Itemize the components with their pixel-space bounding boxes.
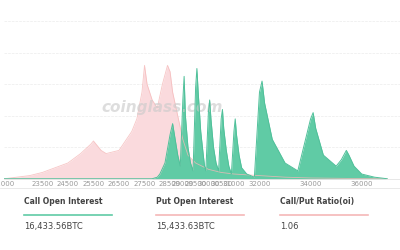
Text: Call/Put Ratio(oi): Call/Put Ratio(oi) bbox=[280, 197, 354, 206]
Text: 15,433.63BTC: 15,433.63BTC bbox=[156, 222, 215, 231]
Text: 1.06: 1.06 bbox=[280, 222, 298, 231]
Text: Put Open Interest: Put Open Interest bbox=[156, 197, 233, 206]
Text: 16,433.56BTC: 16,433.56BTC bbox=[24, 222, 83, 231]
Legend: Call Open Interest, Put  Open Inte: Call Open Interest, Put Open Inte bbox=[259, 0, 396, 2]
Text: Call Open Interest: Call Open Interest bbox=[24, 197, 102, 206]
Text: coinglass.com: coinglass.com bbox=[102, 100, 223, 116]
